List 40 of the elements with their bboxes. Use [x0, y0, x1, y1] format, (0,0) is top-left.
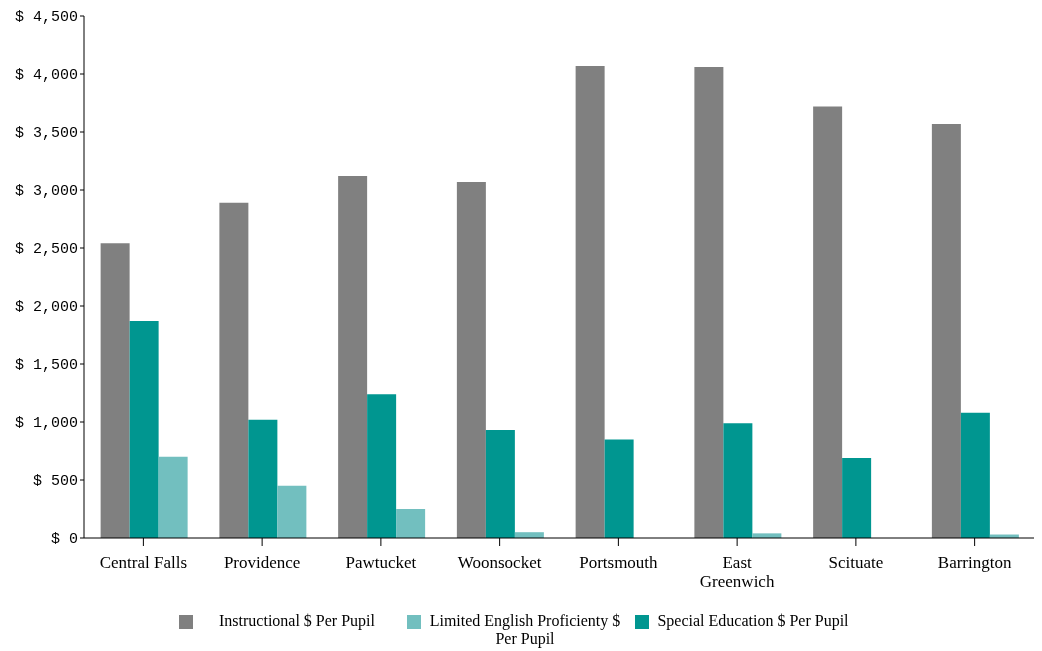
y-tick-label: $ 1,500: [14, 357, 78, 375]
bar: [100, 243, 130, 538]
bar: [694, 67, 724, 538]
bar: [396, 509, 426, 538]
y-tick-label: $ 4,000: [14, 67, 78, 85]
x-tick-label: Scituate: [828, 553, 884, 572]
y-tick-label: $ 3,500: [14, 125, 78, 143]
legend-label: Special Education $ Per Pupil: [656, 612, 850, 630]
bar: [277, 485, 307, 538]
bar: [575, 65, 605, 538]
bar: [960, 412, 990, 538]
bar: [604, 439, 634, 538]
y-tick-label: $ 500: [32, 473, 78, 491]
bar: [338, 176, 368, 538]
bar: [248, 419, 278, 538]
bar: [158, 456, 188, 538]
bar: [456, 181, 486, 538]
x-tick-label: Central Falls: [99, 553, 188, 572]
bar: [842, 457, 872, 538]
y-tick-label: $ 0: [50, 531, 78, 549]
y-tick-label: $ 2,000: [14, 299, 78, 317]
y-tick-label: $ 3,000: [14, 183, 78, 201]
y-tick-label: $ 2,500: [14, 241, 78, 259]
x-tick-label: Providence: [223, 553, 301, 572]
y-tick-label: $ 1,000: [14, 415, 78, 433]
bar: [219, 202, 249, 538]
bar: [931, 123, 961, 538]
bar: [367, 394, 397, 538]
legend-label: Instructional $ Per Pupil: [218, 612, 376, 630]
x-tick-label: Woonsocket: [457, 553, 542, 572]
bar: [723, 423, 753, 538]
bar: [485, 430, 515, 538]
y-tick-label: $ 4,500: [14, 9, 78, 27]
bar: [129, 321, 159, 538]
x-tick-label: Barrington: [937, 553, 1012, 572]
bar: [813, 106, 843, 538]
x-tick-label: East Greenwich: [699, 553, 775, 591]
legend-label: Limited English Proficienty $ Per Pupil: [428, 612, 622, 648]
x-tick-label: Pawtucket: [345, 553, 417, 572]
x-tick-label: Portsmouth: [579, 553, 659, 572]
